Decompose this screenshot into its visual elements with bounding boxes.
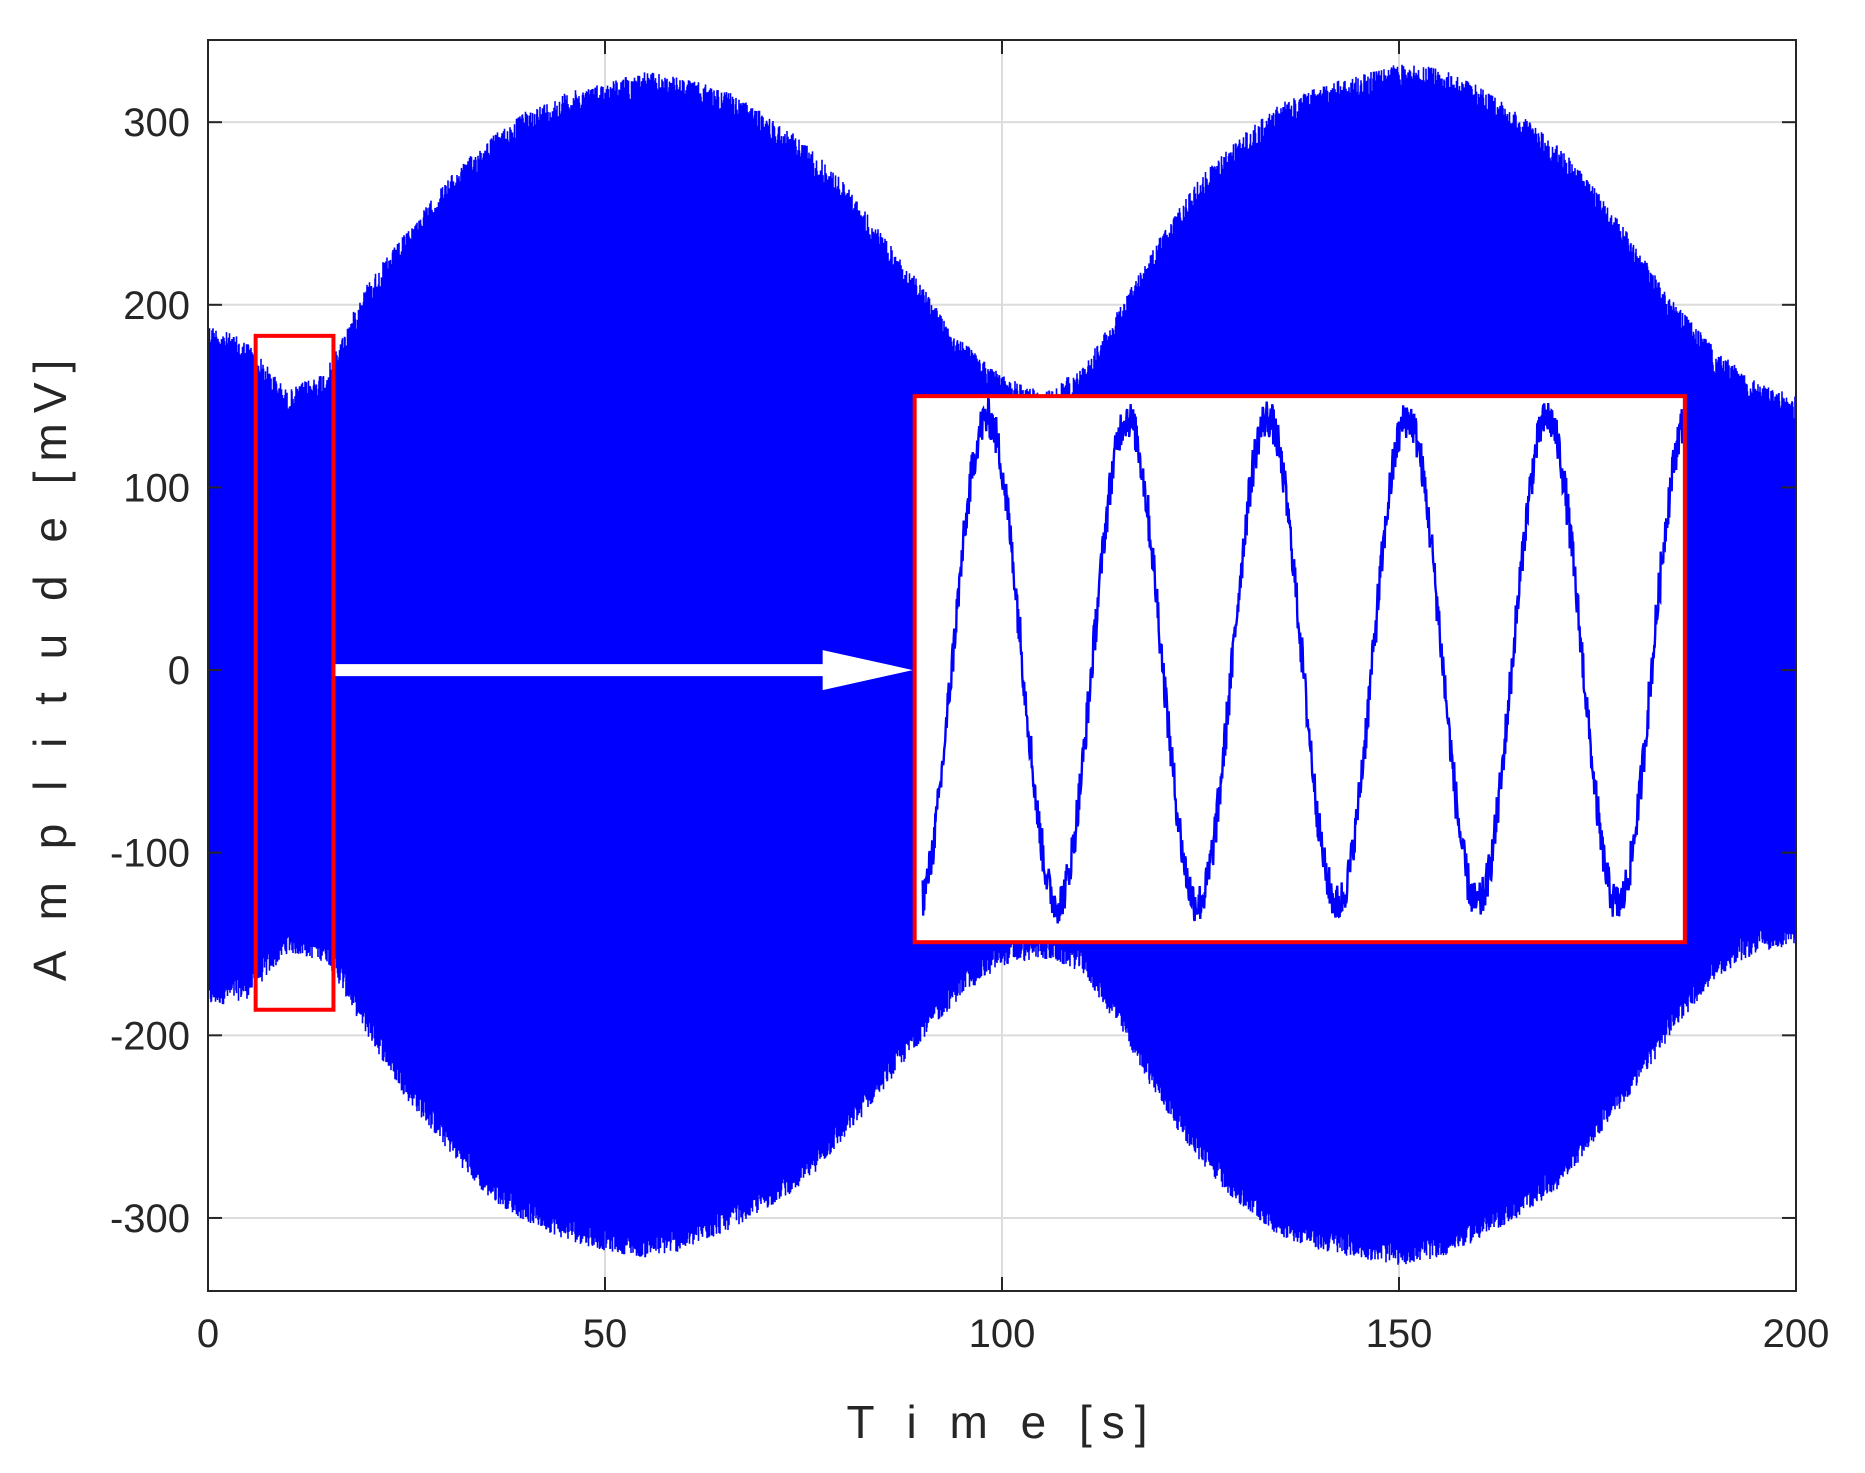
y-axis-label: A m p l i t u d e [mV] xyxy=(24,350,76,982)
y-tick-label: 0 xyxy=(168,649,190,693)
x-tick-label: 150 xyxy=(1366,1312,1433,1356)
y-tick-label: -100 xyxy=(110,832,190,876)
y-tick-label: 200 xyxy=(123,284,190,328)
inset-waveform xyxy=(921,396,1685,924)
y-tick-label: 100 xyxy=(123,466,190,510)
x-axis-label: T i m e [s] xyxy=(846,1396,1157,1448)
y-tick-label: 300 xyxy=(123,101,190,145)
tick-labels: 0 50 100 150 200 -300 -200 -100 0 100 200 300 xyxy=(110,101,1829,1356)
y-tick-label: -300 xyxy=(110,1197,190,1241)
inset-frame xyxy=(912,394,1687,945)
x-tick-label: 100 xyxy=(969,1312,1036,1356)
axes-frame xyxy=(207,39,1797,1292)
y-tick-label: -200 xyxy=(110,1014,190,1058)
zoom-arrow-head xyxy=(822,650,913,691)
zoom-source-box xyxy=(253,333,336,1012)
x-tick-label: 0 xyxy=(197,1312,219,1356)
annotations xyxy=(253,333,1687,1012)
inset-background xyxy=(914,396,1685,943)
x-tick-label: 50 xyxy=(583,1312,628,1356)
x-tick-label: 200 xyxy=(1763,1312,1830,1356)
